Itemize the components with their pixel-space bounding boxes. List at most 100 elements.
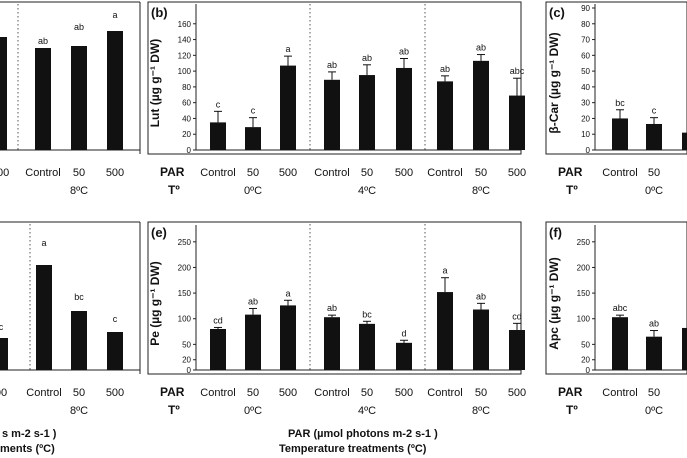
panel-5-label: (e) bbox=[151, 225, 167, 240]
panel-2-sig-letter: ab bbox=[440, 64, 450, 74]
panel-2-sig-letter: ab bbox=[476, 43, 486, 53]
panel-6-bar bbox=[682, 327, 687, 370]
panel-6-sig-letter: abc bbox=[613, 303, 628, 313]
panel-6-ylabel: Apc (µg g⁻¹ DW) bbox=[547, 257, 561, 350]
panel-3-bar bbox=[682, 132, 687, 150]
panel-5-sig-letter: d bbox=[401, 328, 406, 338]
panel-2-sig-letter: ab bbox=[399, 46, 409, 56]
center-caption-line1: PAR (µmol photons m-2 s-1 ) bbox=[288, 428, 438, 440]
panel-2-ylabel: Lut (µg g⁻¹ DW) bbox=[148, 39, 162, 128]
panel-1-category-label: 50 bbox=[73, 167, 85, 179]
panel-2-category-label: 50 bbox=[247, 167, 259, 179]
panel-5-bar bbox=[473, 309, 489, 370]
panel-5-bar bbox=[245, 314, 261, 370]
panel-2-ytick-label: 60 bbox=[182, 99, 191, 108]
panel-6-par-label: PAR bbox=[558, 385, 583, 399]
panel-2-ytick-label: 0 bbox=[187, 146, 192, 155]
panel-5-ylabel: Pe (µg g⁻¹ DW) bbox=[148, 261, 162, 346]
panel-1-category-label: 500 bbox=[0, 167, 9, 179]
panel-1-category-label: 500 bbox=[106, 167, 124, 179]
panel-2-category-label: 50 bbox=[475, 167, 487, 179]
panel-2-sig-letter: c bbox=[216, 99, 221, 109]
panel-2-category-label: 50 bbox=[361, 167, 373, 179]
panel-2-ytick-label: 100 bbox=[178, 67, 192, 76]
panel-2-ytick-label: 20 bbox=[182, 130, 191, 139]
panel-2-bar bbox=[359, 75, 375, 150]
panel-6-ytick-label: 0 bbox=[586, 366, 591, 375]
panel-4-sig-letter: bc bbox=[74, 292, 84, 302]
panel-3-par-label: PAR bbox=[558, 165, 583, 179]
panel-6-category-label: 50 bbox=[648, 387, 660, 399]
panel-5-sig-letter: bc bbox=[362, 309, 372, 319]
panel-4-temperature-label: 8ºC bbox=[70, 405, 88, 417]
panel-5-category-label: Control bbox=[200, 387, 235, 399]
panel-6-category-label: Control bbox=[602, 387, 637, 399]
panel-4-bar bbox=[107, 332, 123, 370]
panel-3-ytick-label: 60 bbox=[581, 51, 590, 60]
panel-5-bar bbox=[324, 317, 340, 370]
panel-4-sig-letter: a bbox=[41, 238, 46, 248]
panel-4-category-label: 00 bbox=[0, 387, 7, 399]
panel-6-bar bbox=[646, 336, 662, 370]
panel-5-ytick-label: 200 bbox=[178, 263, 192, 272]
panel-3-ytick-label: 30 bbox=[581, 99, 590, 108]
panel-3-ytick-label: 90 bbox=[581, 4, 590, 13]
panel-3-category-label: Control bbox=[602, 167, 637, 179]
panel-5-category-label: 50 bbox=[361, 387, 373, 399]
panel-1-sig-letter: ab bbox=[74, 22, 84, 32]
panel-5-bar bbox=[210, 328, 226, 370]
panel-5-sig-letter: a bbox=[442, 266, 447, 276]
panel-3-sig-letter: bc bbox=[615, 98, 625, 108]
panel-5-temperature-label: 4ºC bbox=[358, 405, 376, 417]
panel-2-ytick-label: 160 bbox=[178, 20, 192, 29]
panel-3-ytick-label: 70 bbox=[581, 36, 590, 45]
panel-2-category-label: 500 bbox=[279, 167, 297, 179]
panel-6-label: (f) bbox=[549, 225, 562, 240]
panel-1-bar bbox=[35, 48, 51, 150]
panel-2-bar bbox=[396, 67, 412, 150]
panel-5-temp-label: Tº bbox=[168, 403, 180, 417]
panel-2-ytick-label: 120 bbox=[178, 51, 192, 60]
left-caption-line2: ments (ºC) bbox=[0, 443, 55, 455]
panel-5-bar bbox=[396, 342, 412, 370]
panel-2-temperature-label: 0ºC bbox=[244, 185, 262, 197]
panel-5-ytick-label: 0 bbox=[187, 366, 192, 375]
panel-1-bar bbox=[107, 31, 123, 150]
panel-2-par-label: PAR bbox=[160, 165, 185, 179]
panel-6-ytick-label: 20 bbox=[581, 356, 590, 365]
panel-2-ytick-label: 80 bbox=[182, 83, 191, 92]
panel-2-bar bbox=[324, 79, 340, 150]
panel-5-ytick-label: 100 bbox=[178, 315, 192, 324]
panel-1-sig-letter: ab bbox=[38, 36, 48, 46]
panel-5-category-label: 50 bbox=[247, 387, 259, 399]
panel-2-label: (b) bbox=[151, 5, 168, 20]
panel-4-bar bbox=[71, 311, 87, 370]
panel-2-sig-letter: c bbox=[251, 106, 256, 116]
panel-5-sig-letter: ab bbox=[476, 291, 486, 301]
panel-6-temperature-label: 0ºC bbox=[645, 405, 663, 417]
panel-2-temperature-label: 4ºC bbox=[358, 185, 376, 197]
panel-5-ytick-label: 250 bbox=[178, 238, 192, 247]
center-caption-line2: Temperature treatments (ºC) bbox=[279, 443, 427, 455]
panel-4-category-label: Control bbox=[26, 387, 61, 399]
panel-3-frame bbox=[545, 1, 687, 155]
panel-5-temperature-label: 0ºC bbox=[244, 405, 262, 417]
panel-2-category-label: Control bbox=[314, 167, 349, 179]
panel-2-bar bbox=[280, 65, 296, 150]
panel-2-category-label: Control bbox=[427, 167, 462, 179]
panel-3-ytick-label: 20 bbox=[581, 114, 590, 123]
panel-2-sig-letter: a bbox=[285, 44, 290, 54]
panel-5-sig-letter: cd bbox=[512, 311, 522, 321]
panel-2-sig-letter: ab bbox=[362, 53, 372, 63]
panel-2-bar bbox=[437, 81, 453, 150]
panel-5-category-label: 50 bbox=[475, 387, 487, 399]
panel-5-ytick-label: 20 bbox=[182, 356, 191, 365]
panel-1-bar bbox=[0, 37, 7, 150]
panel-6-frame bbox=[545, 221, 687, 375]
panel-1-category-label: Control bbox=[25, 167, 60, 179]
panel-2-ytick-label: 140 bbox=[178, 36, 192, 45]
panel-5-category-label: Control bbox=[314, 387, 349, 399]
panel-6-ytick-label: 150 bbox=[577, 289, 591, 298]
panel-5-category-label: Control bbox=[427, 387, 462, 399]
panel-2-ytick-label: 40 bbox=[182, 114, 191, 123]
